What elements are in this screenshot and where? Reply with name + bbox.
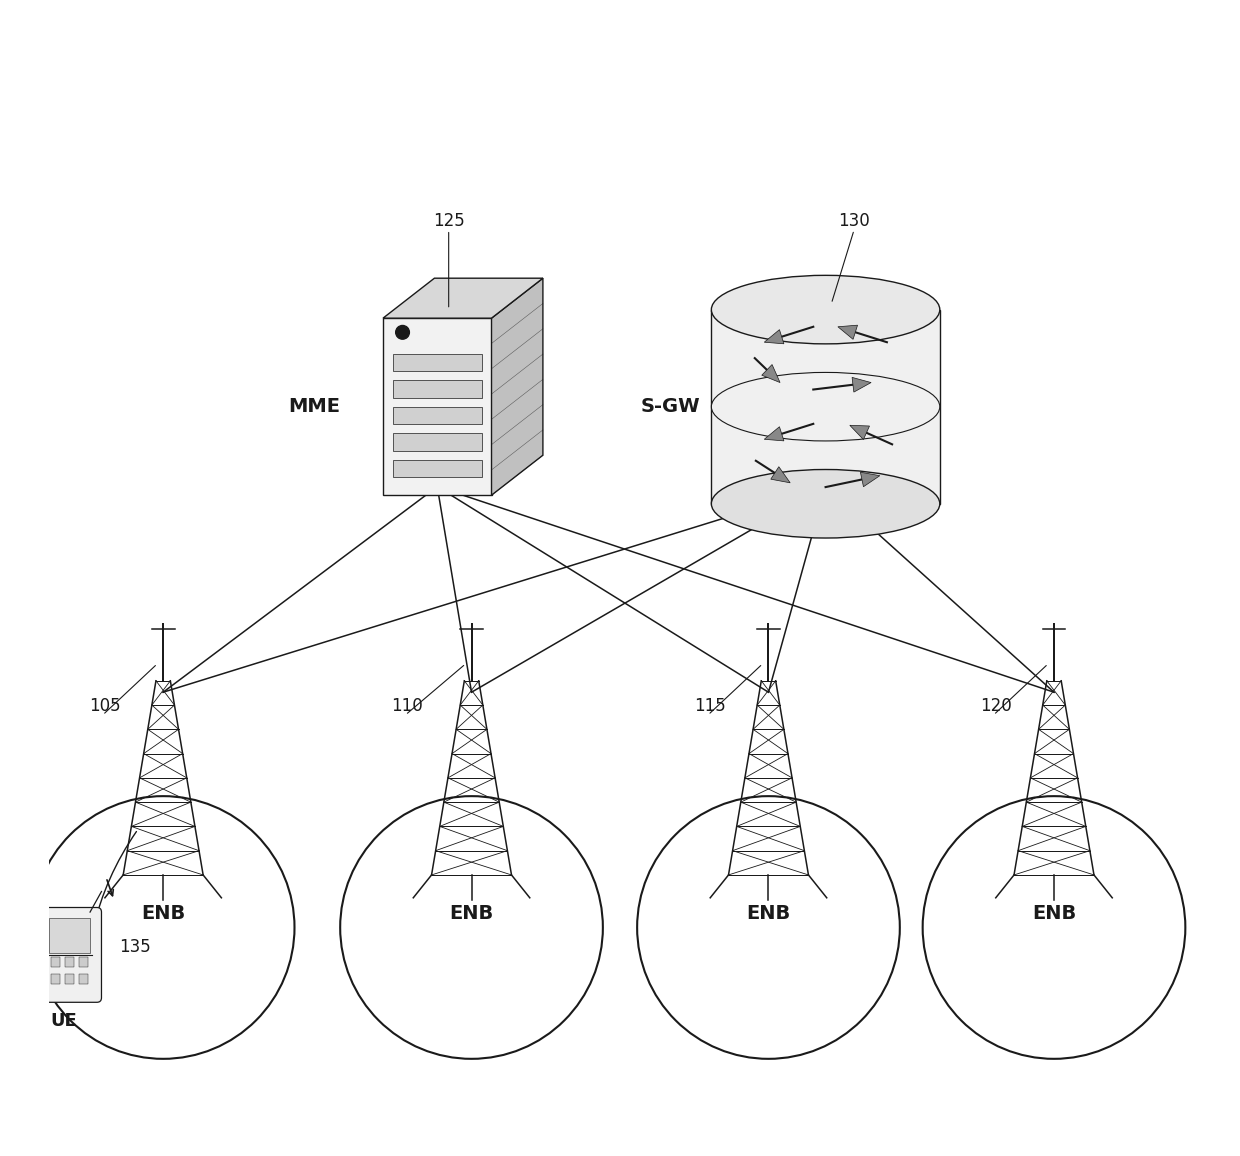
Text: ENB: ENB — [141, 904, 185, 922]
Bar — [393, 354, 482, 371]
Text: MME: MME — [288, 398, 340, 416]
Text: 110: 110 — [392, 697, 423, 716]
Bar — [78, 957, 88, 966]
Text: ENB: ENB — [449, 904, 494, 922]
Text: ENB: ENB — [1032, 904, 1076, 922]
Polygon shape — [861, 472, 880, 487]
Polygon shape — [383, 279, 543, 318]
Bar — [48, 918, 91, 953]
Polygon shape — [764, 427, 784, 440]
Text: S-GW: S-GW — [640, 398, 699, 416]
Text: UE: UE — [51, 1012, 77, 1030]
Polygon shape — [771, 467, 790, 483]
Bar — [64, 957, 74, 966]
Bar — [64, 973, 74, 984]
Text: 105: 105 — [89, 697, 120, 716]
Polygon shape — [712, 310, 940, 504]
Polygon shape — [838, 325, 858, 340]
Ellipse shape — [712, 469, 940, 538]
Polygon shape — [761, 364, 780, 383]
Bar — [51, 973, 61, 984]
Bar — [78, 973, 88, 984]
Ellipse shape — [712, 372, 940, 440]
Text: 115: 115 — [694, 697, 725, 716]
Bar — [393, 380, 482, 398]
FancyBboxPatch shape — [37, 907, 102, 1002]
Polygon shape — [852, 377, 870, 392]
Text: 125: 125 — [433, 212, 465, 230]
Bar — [393, 434, 482, 451]
Polygon shape — [383, 318, 491, 495]
Bar — [393, 407, 482, 424]
Polygon shape — [764, 329, 784, 343]
Text: ENB: ENB — [746, 904, 791, 922]
Polygon shape — [849, 425, 869, 439]
Text: 120: 120 — [980, 697, 1012, 716]
Bar — [51, 957, 61, 966]
Ellipse shape — [712, 275, 940, 343]
Circle shape — [396, 326, 409, 339]
Polygon shape — [491, 279, 543, 495]
Bar — [393, 460, 482, 477]
Text: 130: 130 — [838, 212, 870, 230]
Text: 135: 135 — [119, 938, 150, 956]
